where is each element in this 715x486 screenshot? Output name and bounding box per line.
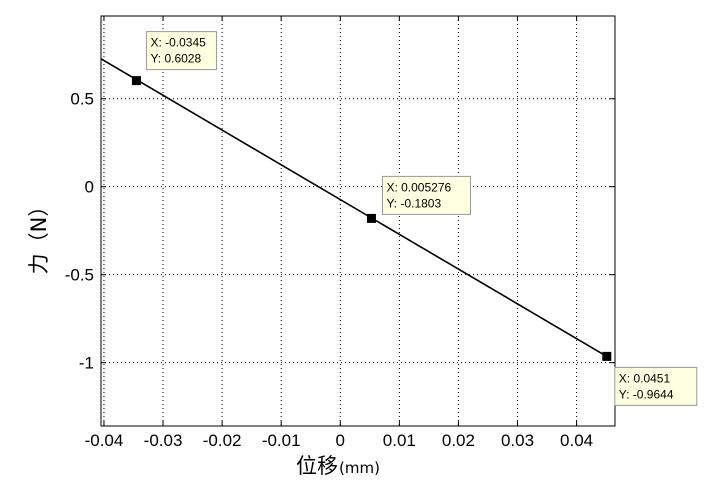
- y-tick-label: -1: [79, 354, 94, 373]
- tooltip-layer: X: -0.0345 Y: 0.6028 X: 0.005276 Y: -0.1803…: [145, 31, 698, 406]
- datatip[interactable]: X: 0.005276 Y: -0.1803: [381, 175, 471, 215]
- datatip-x-label: X: -0.0345: [150, 36, 206, 50]
- x-tick-label: 0.03: [501, 431, 534, 450]
- datatip-y-label: Y: -0.1803: [386, 196, 441, 210]
- x-tick-label: -0.01: [262, 431, 301, 450]
- y-axis-title: 力（N）: [27, 196, 51, 275]
- datatip[interactable]: X: -0.0345 Y: 0.6028: [145, 31, 217, 71]
- datatip-box: [614, 366, 698, 406]
- y-tick-label: -0.5: [65, 266, 94, 285]
- data-marker[interactable]: [602, 351, 612, 361]
- x-tick-label: 0.01: [383, 431, 416, 450]
- plot-background: [101, 16, 615, 426]
- series-line: [100, 58, 608, 358]
- data-marker[interactable]: [366, 213, 376, 223]
- series-layer: [100, 58, 608, 358]
- x-axis-title: 位移: [296, 454, 338, 478]
- datatip-y-label: Y: 0.6028: [150, 52, 201, 66]
- datatip-y-label: Y: -0.9644: [619, 387, 674, 401]
- x-tick-label: -0.04: [85, 431, 124, 450]
- grid: [101, 16, 615, 426]
- x-axis-unit: (mm): [339, 459, 380, 477]
- y-tick-label: 0.5: [70, 90, 94, 109]
- x-tick-label: -0.03: [144, 431, 183, 450]
- datatip-box: [145, 31, 217, 71]
- x-tick-label: 0.04: [560, 431, 593, 450]
- x-tick-label: 0.02: [442, 431, 475, 450]
- y-tick-label: 0: [85, 178, 94, 197]
- datatip-x-label: X: 0.005276: [386, 180, 451, 194]
- tick-layer: -0.04 -0.03 -0.02 -0.01 0 0.01 0.02 0.03 0.04 -1 -…: [65, 16, 615, 450]
- x-tick-label: -0.02: [203, 431, 242, 450]
- plot-frame: [100, 15, 616, 427]
- datatip-box: [381, 175, 471, 215]
- data-marker[interactable]: [131, 76, 141, 86]
- datatip[interactable]: X: 0.0451 Y: -0.9644: [614, 366, 698, 406]
- datatip-x-label: X: 0.0451: [619, 371, 671, 385]
- marker-layer: [131, 76, 612, 361]
- x-tick-label: 0: [336, 431, 345, 450]
